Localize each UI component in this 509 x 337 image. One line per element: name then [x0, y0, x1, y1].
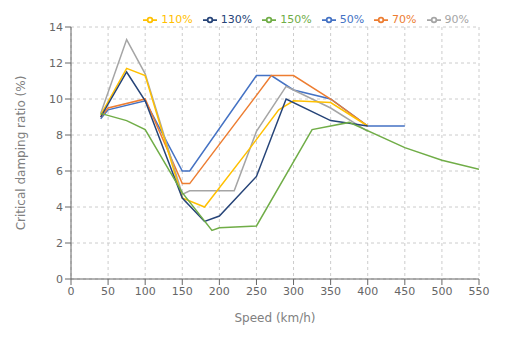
svg-text:150: 150	[172, 285, 193, 298]
svg-text:400: 400	[357, 285, 378, 298]
html-text:110%: 110%	[161, 13, 193, 26]
svg-text:200: 200	[209, 285, 230, 298]
svg-text:50: 50	[101, 285, 115, 298]
html-text:90%: 90%	[444, 13, 469, 26]
svg-text:6: 6	[56, 165, 63, 178]
svg-text:Speed (km/h): Speed (km/h)	[234, 311, 315, 325]
svg-text:12: 12	[49, 57, 63, 70]
html-text:70%: 70%	[392, 13, 417, 26]
svg-text:0: 0	[56, 273, 63, 286]
svg-text:300: 300	[283, 285, 304, 298]
html-text:50%: 50%	[339, 13, 365, 26]
html-text:150%: 150%	[280, 13, 312, 26]
svg-text:2: 2	[56, 237, 63, 250]
svg-text:450: 450	[394, 285, 415, 298]
svg-text:14: 14	[49, 21, 63, 34]
svg-text:Critical damping ratio (%): Critical damping ratio (%)	[14, 76, 28, 231]
html-text:130%: 130%	[220, 13, 253, 26]
svg-text:500: 500	[431, 285, 452, 298]
svg-text:8: 8	[56, 129, 63, 142]
svg-text:0: 0	[68, 285, 75, 298]
svg-text:550: 550	[469, 285, 490, 298]
svg-text:100: 100	[135, 285, 156, 298]
svg-text:350: 350	[320, 285, 341, 298]
svg-text:10: 10	[49, 93, 63, 106]
svg-text:4: 4	[56, 201, 63, 214]
svg-text:250: 250	[246, 285, 267, 298]
